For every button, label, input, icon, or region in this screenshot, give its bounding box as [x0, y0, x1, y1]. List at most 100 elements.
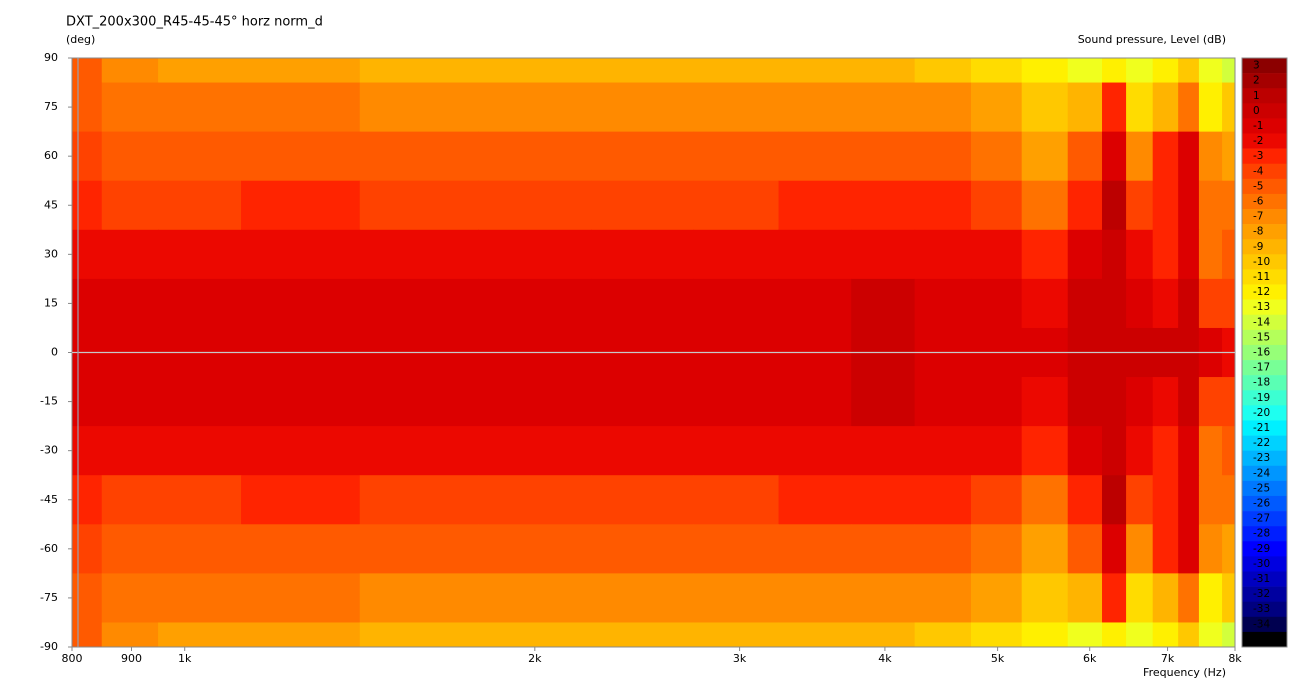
colorbar-band	[1242, 103, 1287, 119]
colorbar-label: -22	[1253, 437, 1270, 449]
heat-cell	[1067, 82, 1103, 133]
heat-cell	[1102, 524, 1127, 574]
heat-cell	[591, 278, 695, 329]
heat-cell	[851, 622, 916, 648]
heat-cell	[851, 524, 916, 574]
heat-cell	[1067, 426, 1103, 476]
heat-cell	[1126, 58, 1154, 84]
y-axis-label: (deg)	[66, 33, 95, 46]
colorbar-band	[1242, 73, 1287, 89]
colorbar-band	[1242, 420, 1287, 436]
heat-cell	[72, 573, 103, 623]
y-tick-label: -90	[40, 640, 58, 653]
heat-cell	[1222, 278, 1236, 329]
heat-cell	[478, 82, 592, 133]
colorbar-band	[1242, 495, 1287, 512]
heat-cell	[971, 278, 1023, 329]
heat-cell	[1102, 475, 1127, 525]
heat-cell	[693, 278, 780, 329]
colorbar-label: -24	[1253, 467, 1270, 479]
heat-cell	[359, 278, 479, 329]
colorbar-label: -13	[1253, 301, 1270, 313]
heat-cell	[693, 82, 780, 133]
heat-cell	[971, 524, 1023, 574]
heat-cell	[359, 573, 479, 623]
colorbar-label: -17	[1253, 362, 1270, 374]
colorbar-label: -29	[1253, 543, 1270, 555]
heat-cell	[241, 229, 361, 280]
heat-cell	[591, 229, 695, 280]
heat-cell	[72, 377, 103, 427]
heat-cell	[1126, 622, 1154, 648]
heat-cell	[693, 524, 780, 574]
heat-cell	[914, 229, 972, 280]
heat-cell	[914, 475, 972, 525]
x-tick-label: 900	[121, 652, 142, 665]
colorbar-band	[1242, 616, 1287, 633]
heat-cell	[693, 426, 780, 476]
colorbar-label: -19	[1253, 392, 1270, 404]
y-tick-label: -30	[40, 444, 58, 457]
colorbar-band	[1242, 299, 1287, 316]
colorbar-label: 1	[1253, 90, 1260, 102]
heat-cell	[478, 426, 592, 476]
heat-cell	[851, 82, 916, 133]
heat-cell	[359, 622, 479, 648]
heat-cell	[1102, 573, 1127, 623]
heat-cell	[1178, 131, 1200, 182]
x-tick-label: 800	[62, 652, 83, 665]
colorbar-band	[1242, 148, 1287, 165]
heat-cell	[1152, 229, 1179, 280]
heat-cell	[1126, 82, 1154, 133]
colorbar-label: -5	[1253, 180, 1263, 192]
heat-cell	[158, 622, 242, 648]
y-tick-label: -15	[40, 395, 58, 408]
heat-cell	[101, 58, 159, 84]
heat-cell	[778, 475, 852, 525]
heat-cell	[1067, 278, 1103, 329]
heat-cell	[591, 426, 695, 476]
heat-cell	[1102, 229, 1127, 280]
heat-cell	[778, 131, 852, 182]
heat-cell	[1222, 426, 1236, 476]
heat-cell	[693, 377, 780, 427]
heat-cell	[359, 82, 479, 133]
heat-cell	[1102, 58, 1127, 84]
heat-cell	[158, 524, 242, 574]
heat-cell	[158, 573, 242, 623]
heat-cell	[1021, 377, 1069, 427]
heat-cell	[851, 475, 916, 525]
heat-cell	[359, 58, 479, 84]
heat-cell	[478, 58, 592, 84]
colorbar-band	[1242, 360, 1287, 376]
colorbar-label: -8	[1253, 226, 1263, 238]
x-tick-label: 3k	[733, 652, 747, 665]
heat-cell	[1198, 377, 1223, 427]
y-tick-label: 75	[44, 100, 58, 113]
heat-cell	[591, 573, 695, 623]
heat-cell	[1067, 131, 1103, 182]
heat-cell	[478, 475, 592, 525]
heat-cell	[693, 573, 780, 623]
heat-cell	[971, 180, 1023, 231]
heat-cell	[359, 131, 479, 182]
heat-cell	[1222, 622, 1236, 648]
y-tick-label: 30	[44, 247, 58, 260]
heat-cell	[158, 475, 242, 525]
colorbar-band	[1242, 390, 1287, 406]
heat-cell	[1067, 180, 1103, 231]
heat-cell	[1067, 475, 1103, 525]
heat-cell	[1126, 426, 1154, 476]
heat-cell	[158, 278, 242, 329]
heat-cell	[1222, 475, 1236, 525]
heat-cell	[1102, 131, 1127, 182]
heat-cell	[1198, 573, 1223, 623]
y-tick-label: 90	[44, 51, 58, 64]
heat-cell	[1198, 475, 1223, 525]
heat-cell	[851, 180, 916, 231]
heat-cell	[1222, 58, 1236, 84]
heat-cell	[1178, 426, 1200, 476]
heatmap	[72, 58, 1236, 648]
colorbar-label: 0	[1253, 105, 1260, 117]
heat-cell	[101, 131, 159, 182]
